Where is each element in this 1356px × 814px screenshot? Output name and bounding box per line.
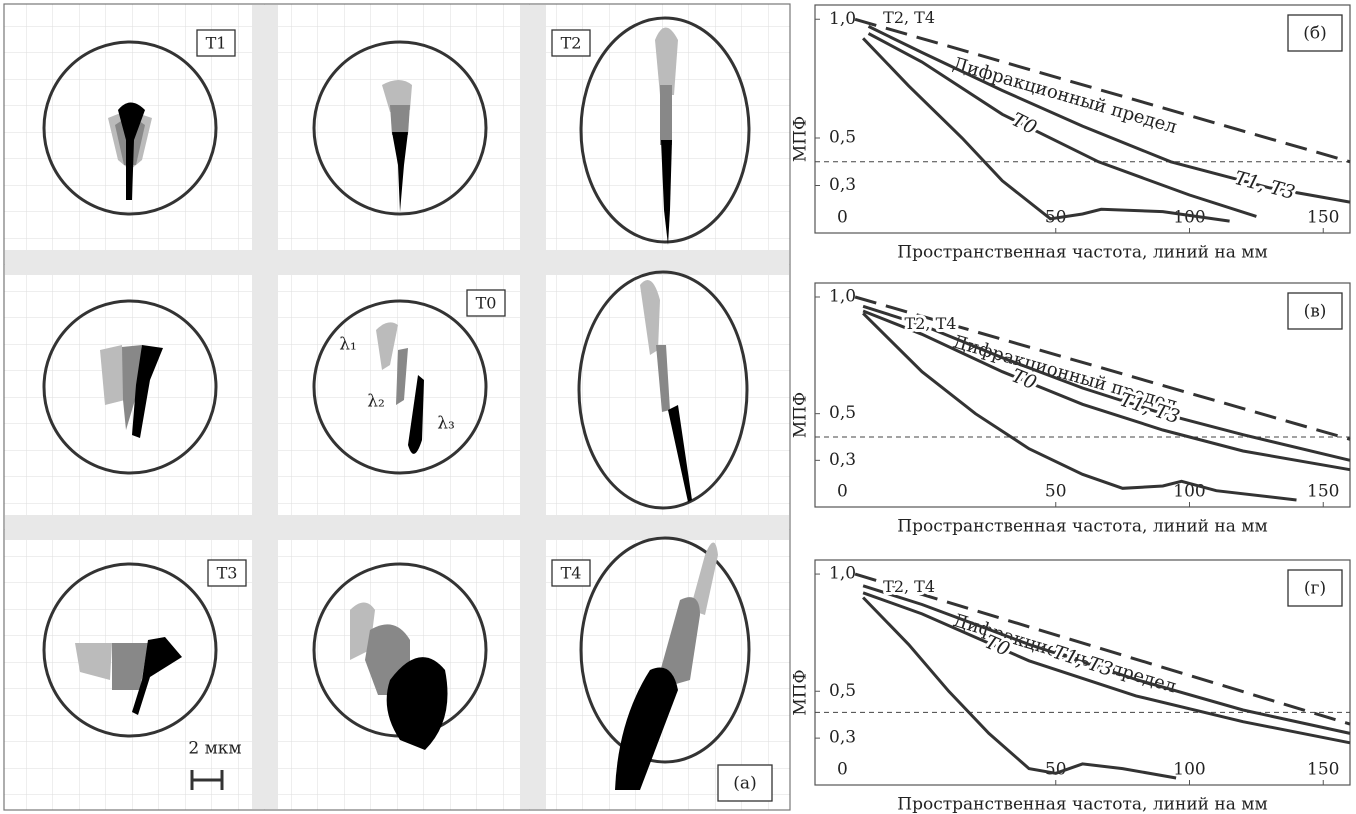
series-label: Дифракционный предел xyxy=(950,54,1179,139)
field-label: T0 xyxy=(476,294,497,313)
y-tick-label: 0,5 xyxy=(829,681,856,701)
field-label: T4 xyxy=(561,564,582,583)
wavelength-label: λ₃ xyxy=(437,414,455,434)
mtf-curve xyxy=(869,34,1257,217)
x-tick-label: 50 xyxy=(1045,482,1067,502)
mtf-curve xyxy=(855,574,1350,724)
series-label: T2, T4 xyxy=(883,8,935,27)
mtf-curve xyxy=(855,19,1350,162)
x-tick-label: 150 xyxy=(1307,482,1339,502)
field-label: T3 xyxy=(217,564,238,583)
y-tick-label: 0,3 xyxy=(829,728,856,748)
figure: 2 мкм T1 T2 T0 T3 T4 λ₁ λ₂ λ₃ (а) 1,0 0,5… xyxy=(0,0,1356,814)
x-axis-label: Пространственная частота, линий на мм xyxy=(897,243,1267,263)
field-label: T2 xyxy=(561,34,582,53)
scale-label: 2 мкм xyxy=(188,739,241,759)
series-label: T1, T3 xyxy=(1232,167,1297,204)
wavelength-label: λ₂ xyxy=(367,392,385,412)
y-tick-label: 0,3 xyxy=(829,450,856,470)
x-axis-label: Пространственная частота, линий на мм xyxy=(897,795,1267,814)
y-axis-label: МПФ xyxy=(791,116,811,162)
y-tick-label: 0,5 xyxy=(829,128,856,148)
series-label: T2, T4 xyxy=(905,314,957,333)
x-tick-label: 150 xyxy=(1307,208,1339,228)
panel-label: (г) xyxy=(1304,579,1326,599)
spot-panel: 2 мкм T1 T2 T0 T3 T4 λ₁ λ₂ λ₃ (а) xyxy=(4,4,790,810)
series-label: T1, T3 xyxy=(1050,641,1115,681)
y-axis-label: МПФ xyxy=(791,669,811,715)
x-tick-label: 100 xyxy=(1173,760,1205,780)
x-tick-label: 150 xyxy=(1307,760,1339,780)
wavelength-label: λ₁ xyxy=(339,335,357,355)
series-label: T2, T4 xyxy=(883,577,935,596)
y-tick-label: 1,0 xyxy=(829,564,856,584)
x-axis-label: Пространственная частота, линий на мм xyxy=(897,517,1267,537)
band xyxy=(252,5,278,809)
y-tick-label: 1,0 xyxy=(829,9,856,29)
panel-label: (а) xyxy=(733,774,756,794)
y-tick-label: 0,5 xyxy=(829,403,856,423)
series-label: T0 xyxy=(1008,109,1040,140)
y-axis-label: МПФ xyxy=(791,392,811,438)
panel-label: (б) xyxy=(1303,24,1327,44)
y-tick-label: 1,0 xyxy=(829,287,856,307)
band xyxy=(520,5,546,809)
origin-label: 0 xyxy=(837,208,848,228)
origin-label: 0 xyxy=(837,760,848,780)
band xyxy=(5,515,789,540)
panel-label: (в) xyxy=(1304,302,1327,322)
y-tick-label: 0,3 xyxy=(829,175,856,195)
figure-canvas: 2 мкм T1 T2 T0 T3 T4 λ₁ λ₂ λ₃ (а) 1,0 0,5… xyxy=(0,0,1356,814)
field-label: T1 xyxy=(206,34,227,53)
origin-label: 0 xyxy=(837,482,848,502)
